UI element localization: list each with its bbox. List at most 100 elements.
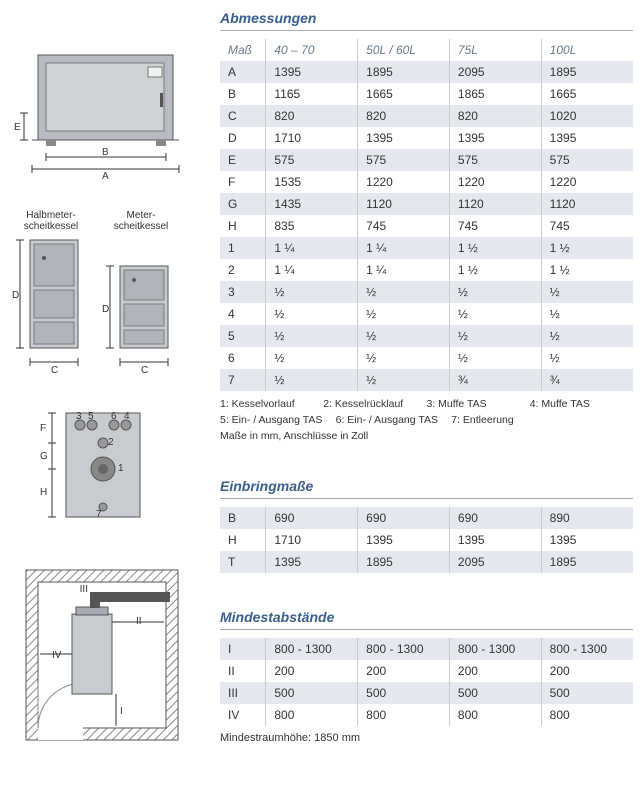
table-row: 3½½½½: [220, 281, 633, 303]
table-cell: ½: [541, 303, 633, 325]
table-cell: 1665: [358, 83, 450, 105]
table-row: 11 ¼1 ¼1 ½1 ½: [220, 237, 633, 259]
table-cell: 1220: [358, 171, 450, 193]
table-cell: 3: [220, 281, 266, 303]
table-cell: ½: [541, 325, 633, 347]
table-cell: 200: [266, 660, 358, 682]
table-cell: 1165: [266, 83, 358, 105]
table-cell: G: [220, 193, 266, 215]
table-cell: D: [220, 127, 266, 149]
table-cell: 800: [449, 704, 541, 726]
table-cell: 4: [220, 303, 266, 325]
table-cell: 200: [541, 660, 633, 682]
th-col4: 100L: [541, 39, 633, 61]
table-cell: ¾: [449, 369, 541, 391]
svg-text:III: III: [80, 584, 88, 595]
table-cell: 1535: [266, 171, 358, 193]
table-cell: 820: [449, 105, 541, 127]
table-cell: ½: [449, 281, 541, 303]
table-cell: ½: [266, 325, 358, 347]
svg-text:2: 2: [108, 437, 114, 448]
table-cell: 1395: [541, 529, 633, 551]
table-cell: 575: [266, 149, 358, 171]
svg-text:G: G: [40, 451, 48, 462]
heading-mindest: Mindestabstände: [220, 609, 633, 630]
table-cell: 1020: [541, 105, 633, 127]
table-cell: ½: [358, 303, 450, 325]
table-cell: 575: [541, 149, 633, 171]
diagram-column: E B A Halbmeter- scheitkessel: [8, 10, 216, 782]
table-cell: 1120: [358, 193, 450, 215]
table-cell: ½: [358, 369, 450, 391]
table-cell: II: [220, 660, 266, 682]
table-cell: 500: [358, 682, 450, 704]
table-row: A1395189520951895: [220, 61, 633, 83]
table-cell: 500: [266, 682, 358, 704]
table-row: IV800800800800: [220, 704, 633, 726]
table-cell: 1 ¼: [266, 259, 358, 281]
table-cell: ½: [358, 325, 450, 347]
table-cell: ½: [541, 281, 633, 303]
table-cell: 1395: [449, 529, 541, 551]
th-col1: 40 – 70: [266, 39, 358, 61]
table-cell: ½: [266, 369, 358, 391]
table-cell: 575: [358, 149, 450, 171]
table-cell: I: [220, 638, 266, 660]
table-row: 21 ¼1 ¼1 ½1 ½: [220, 259, 633, 281]
legend-abmessungen: 1: Kesselvorlauf 2: Kesselrücklauf 3: Mu…: [220, 397, 633, 444]
table-cell: ½: [358, 347, 450, 369]
table-cell: 1 ½: [541, 259, 633, 281]
table-mindest: I800 - 1300800 - 1300800 - 1300800 - 130…: [220, 638, 633, 726]
table-cell: ½: [266, 303, 358, 325]
table-cell: 800: [358, 704, 450, 726]
table-cell: B: [220, 83, 266, 105]
table-cell: 1 ¼: [358, 237, 450, 259]
table-cell: 2: [220, 259, 266, 281]
table-cell: H: [220, 215, 266, 237]
table-cell: 1710: [266, 529, 358, 551]
table-cell: 745: [449, 215, 541, 237]
table-cell: T: [220, 551, 266, 573]
table-cell: 200: [358, 660, 450, 682]
svg-text:4: 4: [124, 411, 130, 422]
table-cell: 1435: [266, 193, 358, 215]
table-cell: 1220: [449, 171, 541, 193]
table-cell: 1665: [541, 83, 633, 105]
table-cell: F: [220, 171, 266, 193]
table-cell: 1895: [541, 551, 633, 573]
table-cell: 1 ¼: [358, 259, 450, 281]
table-row: C8208208201020: [220, 105, 633, 127]
table-cell: 1395: [266, 61, 358, 83]
svg-text:IV: IV: [52, 650, 62, 661]
table-cell: 5: [220, 325, 266, 347]
table-row: B690690690890: [220, 507, 633, 529]
svg-text:1: 1: [118, 463, 124, 474]
heading-abmessungen: Abmessungen: [220, 10, 633, 31]
table-cell: 1865: [449, 83, 541, 105]
table-row: D1710139513951395: [220, 127, 633, 149]
table-cell: B: [220, 507, 266, 529]
table-cell: 1: [220, 237, 266, 259]
table-cell: 2095: [449, 61, 541, 83]
svg-text:3: 3: [76, 411, 82, 422]
table-cell: ½: [266, 281, 358, 303]
svg-text:A: A: [102, 171, 109, 180]
svg-text:B: B: [102, 147, 109, 158]
table-row: G1435112011201120: [220, 193, 633, 215]
table-cell: 200: [449, 660, 541, 682]
table-row: 4½½½½: [220, 303, 633, 325]
table-row: H835745745745: [220, 215, 633, 237]
svg-text:5: 5: [88, 411, 94, 422]
table-cell: 690: [266, 507, 358, 529]
table-row: B1165166518651665: [220, 83, 633, 105]
table-cell: 1395: [358, 127, 450, 149]
table-row: 7½½¾¾: [220, 369, 633, 391]
table-cell: 745: [358, 215, 450, 237]
table-cell: E: [220, 149, 266, 171]
table-cell: 800 - 1300: [541, 638, 633, 660]
table-cell: 1395: [541, 127, 633, 149]
table-cell: 800 - 1300: [266, 638, 358, 660]
table-row: I800 - 1300800 - 1300800 - 1300800 - 130…: [220, 638, 633, 660]
table-row: H1710139513951395: [220, 529, 633, 551]
table-cell: 800: [541, 704, 633, 726]
